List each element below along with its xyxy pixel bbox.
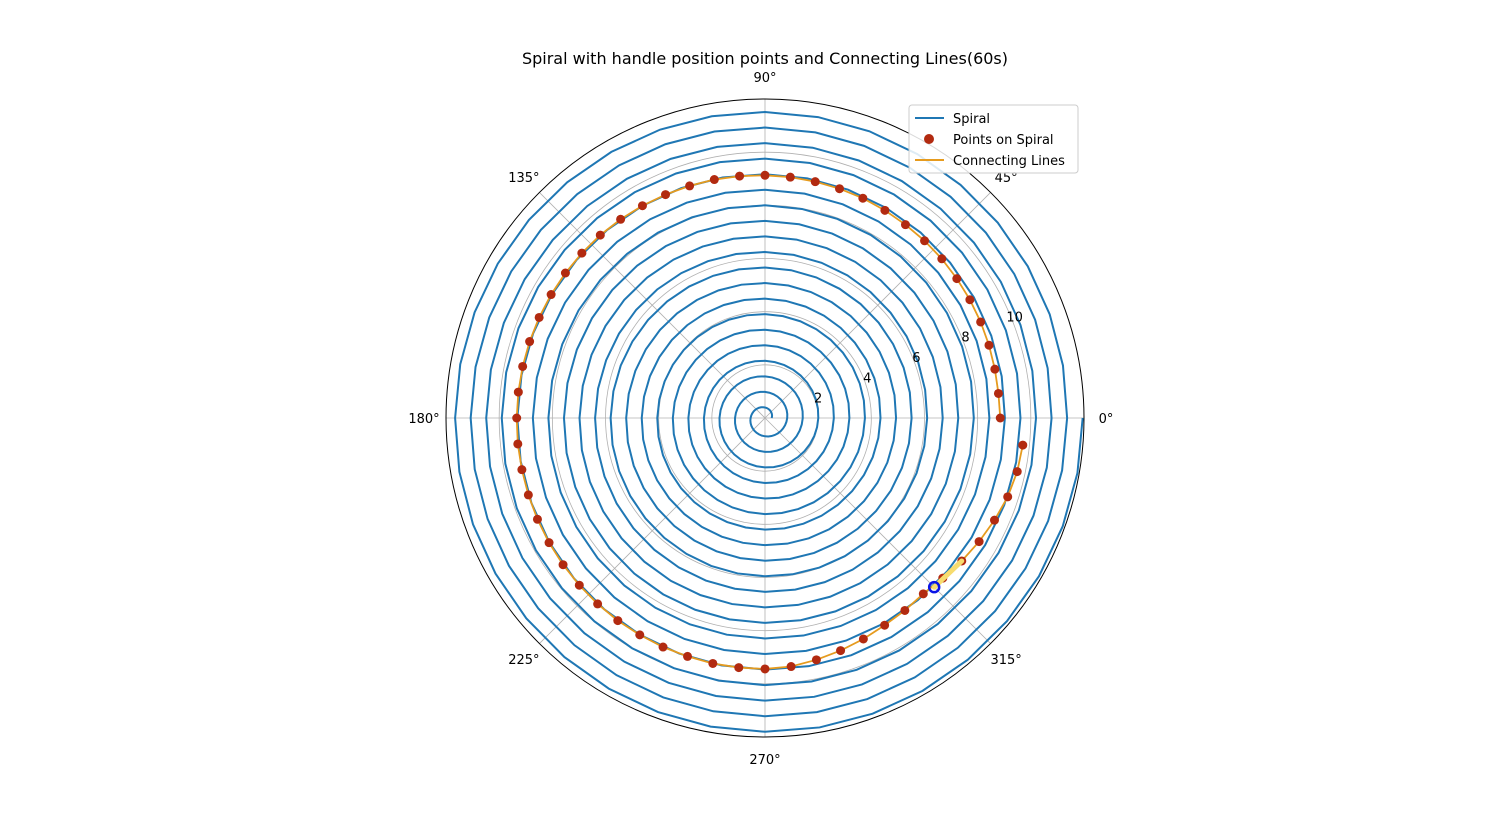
spiral-point-45 bbox=[760, 664, 770, 674]
legend-label-spiral: Spiral bbox=[953, 112, 990, 127]
spiral-point-21 bbox=[616, 214, 626, 224]
theta-tick-label-2: 90° bbox=[753, 71, 776, 86]
tick-labels: 0° 45° 90° 135° 180° 225° 270° 315° 2 4 6 8 10 bbox=[408, 71, 1113, 768]
spiral-point-19 bbox=[661, 190, 671, 200]
spiral-point-56 bbox=[989, 515, 999, 525]
connecting-line bbox=[515, 174, 1024, 670]
spiral-point-16 bbox=[735, 171, 745, 181]
spiral-point-34 bbox=[532, 514, 542, 524]
points-series bbox=[512, 170, 1028, 674]
r-tick-label-0: 2 bbox=[814, 392, 822, 407]
spiral-point-29 bbox=[513, 387, 523, 397]
spiral-point-4 bbox=[976, 317, 986, 327]
legend: Spiral Points on Spiral Connecting Lines bbox=[908, 104, 1079, 174]
spiral-point-11 bbox=[858, 193, 868, 203]
spiral-point-52 bbox=[918, 589, 928, 599]
theta-tick-label-0: 0° bbox=[1099, 412, 1114, 427]
spiral-point-28 bbox=[518, 361, 528, 371]
theta-gridline-1 bbox=[764, 192, 991, 419]
theta-gridline-3 bbox=[539, 192, 766, 419]
chart-title: Spiral with handle position points and C… bbox=[522, 49, 1008, 68]
spiral-point-14 bbox=[785, 172, 795, 182]
r-tick-label-3: 8 bbox=[961, 331, 969, 346]
theta-gridline-5 bbox=[539, 417, 766, 644]
spiral-point-47 bbox=[811, 655, 821, 665]
spiral-point-5 bbox=[965, 295, 975, 305]
theta-tick-label-4: 180° bbox=[408, 412, 439, 427]
spiral-point-55 bbox=[974, 537, 984, 547]
polar-frame bbox=[445, 98, 1085, 738]
spiral-point-39 bbox=[613, 616, 623, 626]
spiral-point-48 bbox=[836, 646, 846, 656]
spiral-point-27 bbox=[525, 337, 535, 347]
spiral-point-57 bbox=[1003, 492, 1013, 502]
spiral-point-24 bbox=[560, 268, 570, 278]
spiral-point-18 bbox=[685, 181, 695, 191]
spiral-point-43 bbox=[708, 658, 718, 668]
spiral-point-22 bbox=[595, 230, 605, 240]
theta-tick-label-1: 45° bbox=[995, 171, 1018, 186]
r-tick-label-4: 10 bbox=[1006, 310, 1023, 325]
spiral-series bbox=[454, 110, 1084, 733]
r-tick-label-1: 4 bbox=[863, 371, 871, 386]
theta-tick-label-7: 315° bbox=[990, 653, 1021, 668]
spiral-point-23 bbox=[577, 248, 587, 258]
spiral-point-9 bbox=[900, 220, 910, 230]
spiral-point-49 bbox=[858, 634, 868, 644]
handle-position bbox=[927, 580, 941, 594]
spiral-point-36 bbox=[558, 560, 568, 570]
spiral-point-17 bbox=[709, 175, 719, 185]
spiral-point-38 bbox=[593, 599, 603, 609]
theta-tick-label-6: 270° bbox=[749, 753, 780, 768]
polar-grid bbox=[445, 98, 1085, 738]
handle-marker bbox=[927, 558, 965, 594]
handle-trail bbox=[931, 558, 965, 590]
spiral-point-0 bbox=[995, 413, 1005, 423]
spiral-point-50 bbox=[880, 620, 890, 630]
spiral-point-25 bbox=[546, 290, 556, 300]
spiral-point-8 bbox=[920, 236, 930, 246]
spiral-point-13 bbox=[810, 177, 820, 187]
spiral-point-15 bbox=[760, 170, 770, 180]
spiral-point-31 bbox=[513, 439, 523, 449]
spiral-point-3 bbox=[984, 340, 994, 350]
spiral-point-44 bbox=[734, 663, 744, 673]
theta-tick-label-3: 135° bbox=[508, 171, 539, 186]
spiral-point-2 bbox=[990, 364, 1000, 374]
spiral-point-7 bbox=[937, 254, 947, 264]
spiral-point-46 bbox=[786, 662, 796, 672]
spiral-point-51 bbox=[900, 605, 910, 615]
spiral-point-6 bbox=[952, 274, 962, 284]
spiral-line bbox=[454, 110, 1084, 733]
spiral-point-58 bbox=[1012, 467, 1022, 477]
spiral-point-10 bbox=[880, 205, 890, 215]
legend-label-lines: Connecting Lines bbox=[953, 154, 1065, 169]
spiral-point-59 bbox=[1018, 440, 1028, 450]
spiral-point-33 bbox=[523, 490, 533, 500]
spiral-point-1 bbox=[993, 388, 1003, 398]
spiral-point-12 bbox=[835, 184, 845, 194]
spiral-point-26 bbox=[534, 312, 544, 322]
r-tick-label-2: 6 bbox=[912, 351, 920, 366]
spiral-point-35 bbox=[544, 538, 554, 548]
legend-swatch-points bbox=[924, 134, 934, 144]
theta-tick-label-5: 225° bbox=[508, 653, 539, 668]
spiral-point-20 bbox=[637, 201, 647, 211]
legend-label-points: Points on Spiral bbox=[953, 133, 1054, 148]
legend-frame bbox=[908, 104, 1079, 174]
connecting-lines-series bbox=[515, 174, 1024, 670]
spiral-point-42 bbox=[683, 651, 693, 661]
spiral-point-40 bbox=[635, 630, 645, 640]
spiral-point-41 bbox=[658, 642, 668, 652]
spiral-point-30 bbox=[512, 413, 522, 423]
spiral-point-32 bbox=[517, 465, 527, 475]
spiral-point-37 bbox=[574, 580, 584, 590]
